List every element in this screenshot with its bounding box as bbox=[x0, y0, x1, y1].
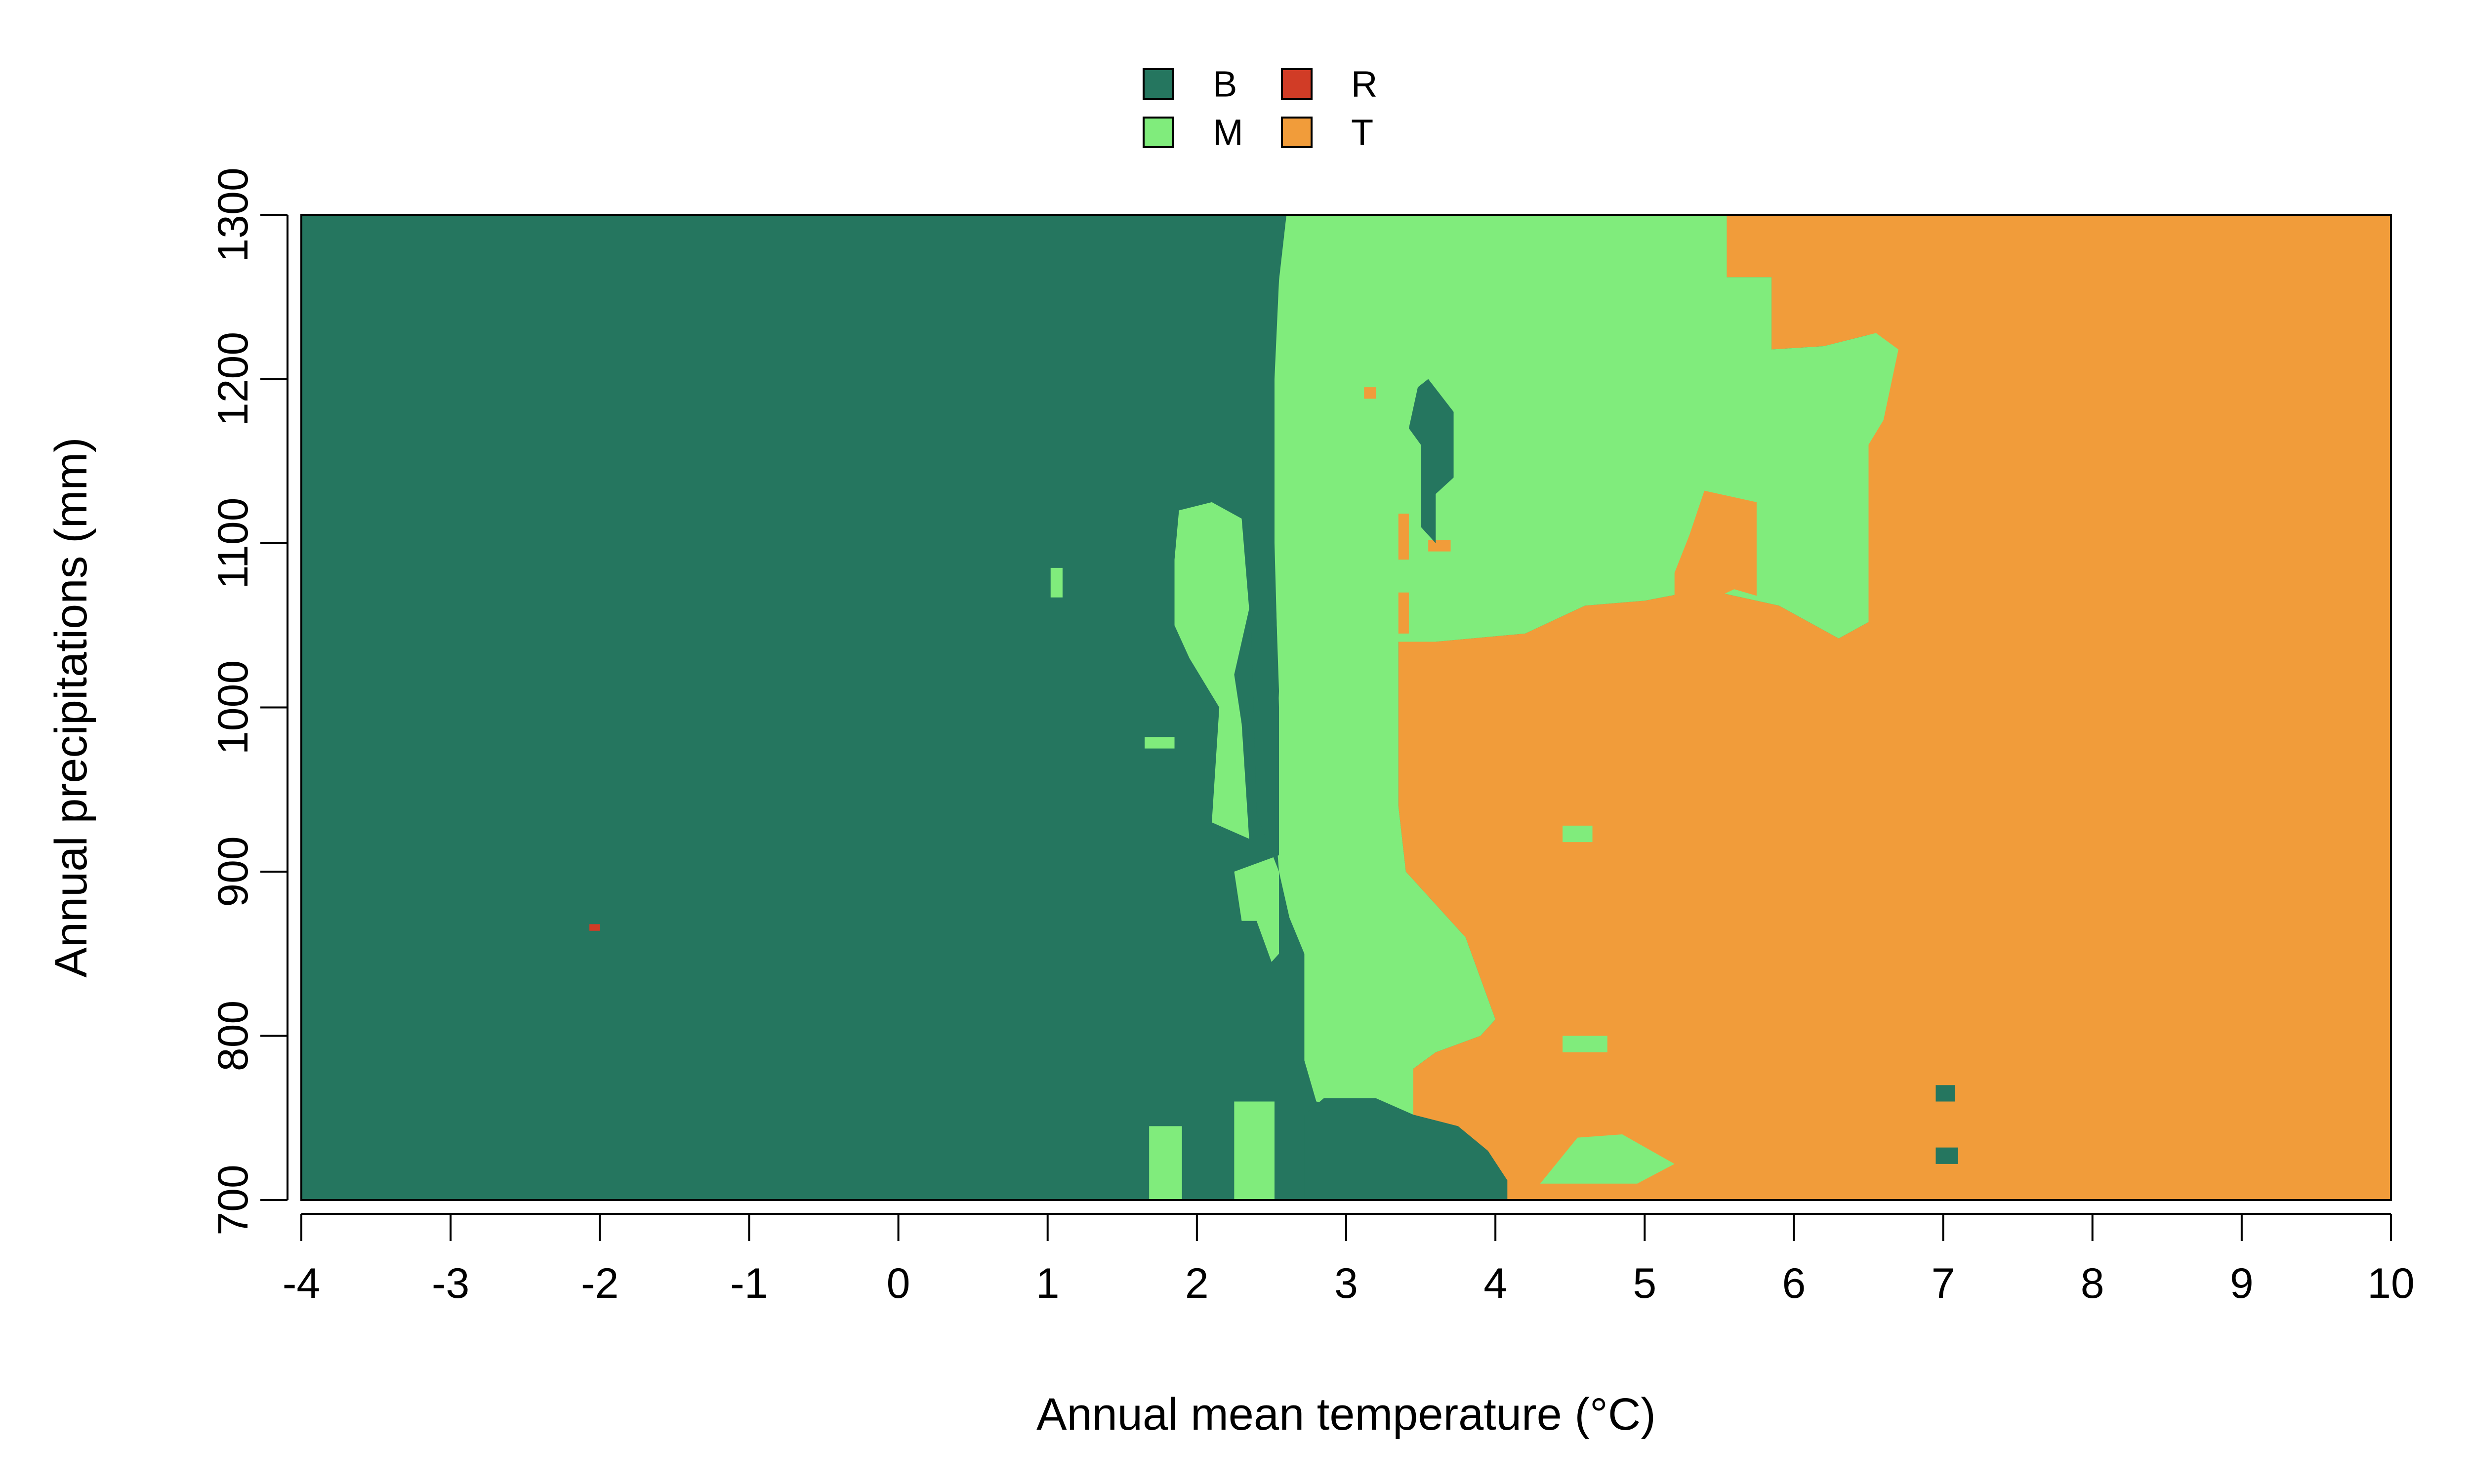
y-tick-label: 1100 bbox=[209, 498, 257, 589]
region-B-15 bbox=[1408, 379, 1454, 543]
region-R-20 bbox=[589, 924, 600, 931]
legend-label-T: T bbox=[1351, 112, 1373, 153]
legend-label-M: M bbox=[1213, 112, 1243, 153]
legend-label-B: B bbox=[1213, 64, 1237, 105]
region-T-tail bbox=[1868, 215, 2391, 1200]
x-tick-label: 7 bbox=[1932, 1260, 1955, 1307]
region-M-3 bbox=[1149, 1126, 1182, 1200]
region-T-14 bbox=[1364, 387, 1376, 399]
x-axis: -4 -3 -2 -1 0 1 2 3 4 5 6 7 8 9 10 bbox=[283, 1213, 2415, 1307]
x-tick-label: 9 bbox=[2230, 1260, 2254, 1307]
plot-frame bbox=[300, 214, 2392, 1201]
x-tick-label: 5 bbox=[1633, 1260, 1656, 1307]
region-B-17 bbox=[1304, 1098, 1508, 1200]
legend-swatch-T bbox=[1281, 117, 1313, 148]
region-M-6 bbox=[1563, 1036, 1607, 1052]
x-tick-label: 1 bbox=[1036, 1260, 1060, 1307]
x-tick-label: -2 bbox=[581, 1260, 618, 1307]
y-tick-label: 900 bbox=[209, 836, 257, 907]
x-tick-label: -4 bbox=[283, 1260, 320, 1307]
region-M-4 bbox=[1234, 1101, 1275, 1200]
region-T-10 bbox=[1674, 490, 1757, 617]
region-B-19 bbox=[1935, 1085, 1955, 1102]
x-tick-label: -3 bbox=[432, 1260, 469, 1307]
legend-swatch-M bbox=[1143, 117, 1174, 148]
region-T-13 bbox=[1428, 540, 1451, 552]
legend-swatch-B bbox=[1143, 68, 1174, 100]
x-tick-label: -1 bbox=[730, 1260, 768, 1307]
y-tick-label: 1000 bbox=[209, 660, 257, 755]
region-T-11 bbox=[1398, 514, 1409, 560]
x-tick-label: 4 bbox=[1483, 1260, 1507, 1307]
legend-label-R: R bbox=[1351, 64, 1377, 105]
y-tick-label: 1300 bbox=[209, 167, 257, 262]
legend-swatch-R bbox=[1281, 68, 1313, 100]
region-B-18 bbox=[1935, 1147, 1958, 1164]
x-tick-label: 2 bbox=[1185, 1260, 1209, 1307]
y-axis: 700 800 900 1000 1100 1200 1300 bbox=[209, 167, 288, 1236]
class-regions bbox=[589, 215, 2391, 1200]
region-M-8 bbox=[1050, 567, 1063, 598]
region-M-7 bbox=[1563, 825, 1593, 842]
x-tick-label: 6 bbox=[1782, 1260, 1806, 1307]
legend: B R M T bbox=[1143, 64, 1377, 153]
region-T-12 bbox=[1398, 592, 1409, 634]
x-tick-label: 8 bbox=[2081, 1260, 2104, 1307]
y-tick-label: 700 bbox=[209, 1164, 257, 1236]
region-M-9 bbox=[1145, 737, 1175, 749]
y-tick-label: 800 bbox=[209, 1001, 257, 1072]
x-axis-label: Annual mean temperature (°C) bbox=[1036, 1389, 1656, 1440]
region-T-main bbox=[1398, 215, 1898, 1200]
region-M-2 bbox=[1234, 855, 1279, 962]
region-B-16 bbox=[1249, 560, 1279, 872]
y-tick-label: 1200 bbox=[209, 332, 257, 426]
x-tick-label: 3 bbox=[1334, 1260, 1358, 1307]
x-tick-label: 0 bbox=[887, 1260, 910, 1307]
y-axis-label: Annual precipitations (mm) bbox=[46, 437, 96, 977]
x-tick-label: 10 bbox=[2367, 1260, 2415, 1307]
region-M-5 bbox=[1540, 1134, 1675, 1184]
region-M-1 bbox=[1174, 502, 1249, 839]
